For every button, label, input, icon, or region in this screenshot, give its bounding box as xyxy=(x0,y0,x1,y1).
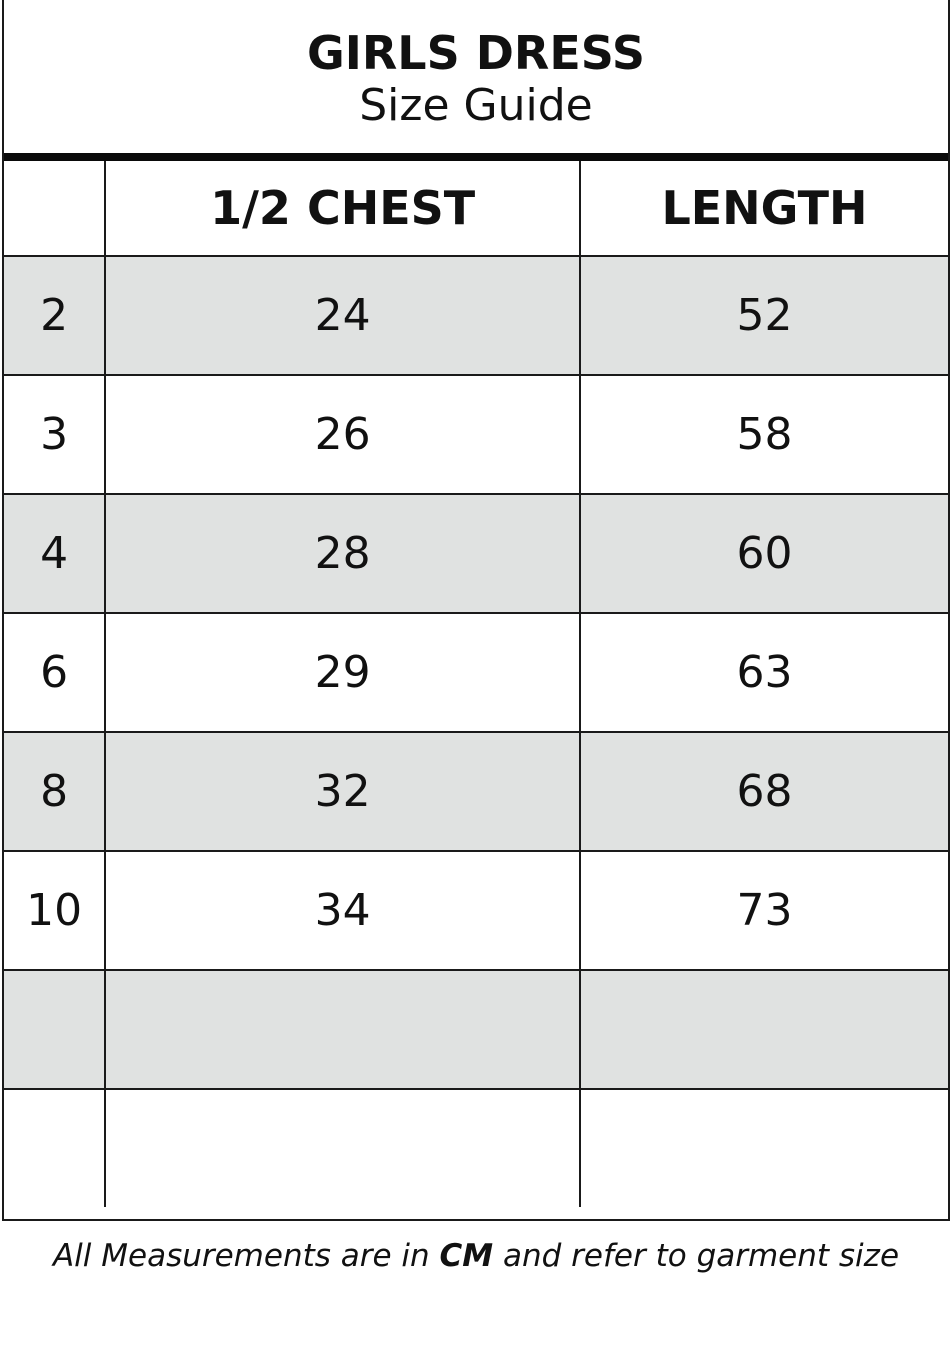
table-row xyxy=(4,1088,948,1207)
table-cell xyxy=(104,969,581,1090)
footnote-text: All Measurements are in xyxy=(52,1238,440,1274)
table-cell: 3 xyxy=(4,374,107,495)
table-cell xyxy=(4,969,107,1090)
table-row: 3 26 58 xyxy=(4,374,948,495)
footnote-unit: CM xyxy=(439,1238,494,1274)
table-row xyxy=(4,969,948,1090)
table-row: 10 34 73 xyxy=(4,850,948,971)
table-cell: 68 xyxy=(578,731,948,852)
table-cell: 26 xyxy=(104,374,581,495)
table-cell: 29 xyxy=(104,612,581,733)
table-cell: 6 xyxy=(4,612,107,733)
table-cell: 2 xyxy=(4,255,107,376)
table-row: 2 24 52 xyxy=(4,255,948,376)
table-cell xyxy=(4,1088,107,1207)
subtitle: Size Guide xyxy=(359,80,593,131)
table-row: 4 28 60 xyxy=(4,493,948,614)
table-cell: 8 xyxy=(4,731,107,852)
table-cell: 28 xyxy=(104,493,581,614)
title-block: GIRLS DRESS Size Guide xyxy=(4,0,948,153)
column-header: 1/2 CHEST xyxy=(104,161,581,257)
table-cell: 63 xyxy=(578,612,948,733)
table-cell: 52 xyxy=(578,255,948,376)
header-row: 1/2 CHEST LENGTH xyxy=(4,161,948,257)
footnote: All Measurements are in CM and refer to … xyxy=(0,1238,952,1274)
table-cell: 73 xyxy=(578,850,948,971)
table-row: 6 29 63 xyxy=(4,612,948,733)
table-cell: 60 xyxy=(578,493,948,614)
table-row: 8 32 68 xyxy=(4,731,948,852)
table-cell: 10 xyxy=(4,850,107,971)
table-cell: 24 xyxy=(104,255,581,376)
table-cell: 4 xyxy=(4,493,107,614)
table-cell xyxy=(578,1088,948,1207)
table-cell xyxy=(578,969,948,1090)
table-cell: 34 xyxy=(104,850,581,971)
column-header xyxy=(4,161,107,257)
table-cell: 32 xyxy=(104,731,581,852)
divider xyxy=(4,153,948,161)
footnote-text-end: and refer to garment size xyxy=(493,1238,900,1274)
size-guide-table-frame: GIRLS DRESS Size Guide 1/2 CHEST LENGTH 2 2… xyxy=(2,0,950,1221)
table-cell xyxy=(104,1088,581,1207)
column-header: LENGTH xyxy=(578,161,948,257)
title: GIRLS DRESS xyxy=(307,26,645,80)
size-table: 1/2 CHEST LENGTH 2 24 52 3 26 58 4 28 60 6 29 63 8 32 68… xyxy=(4,161,948,1207)
table-cell: 58 xyxy=(578,374,948,495)
